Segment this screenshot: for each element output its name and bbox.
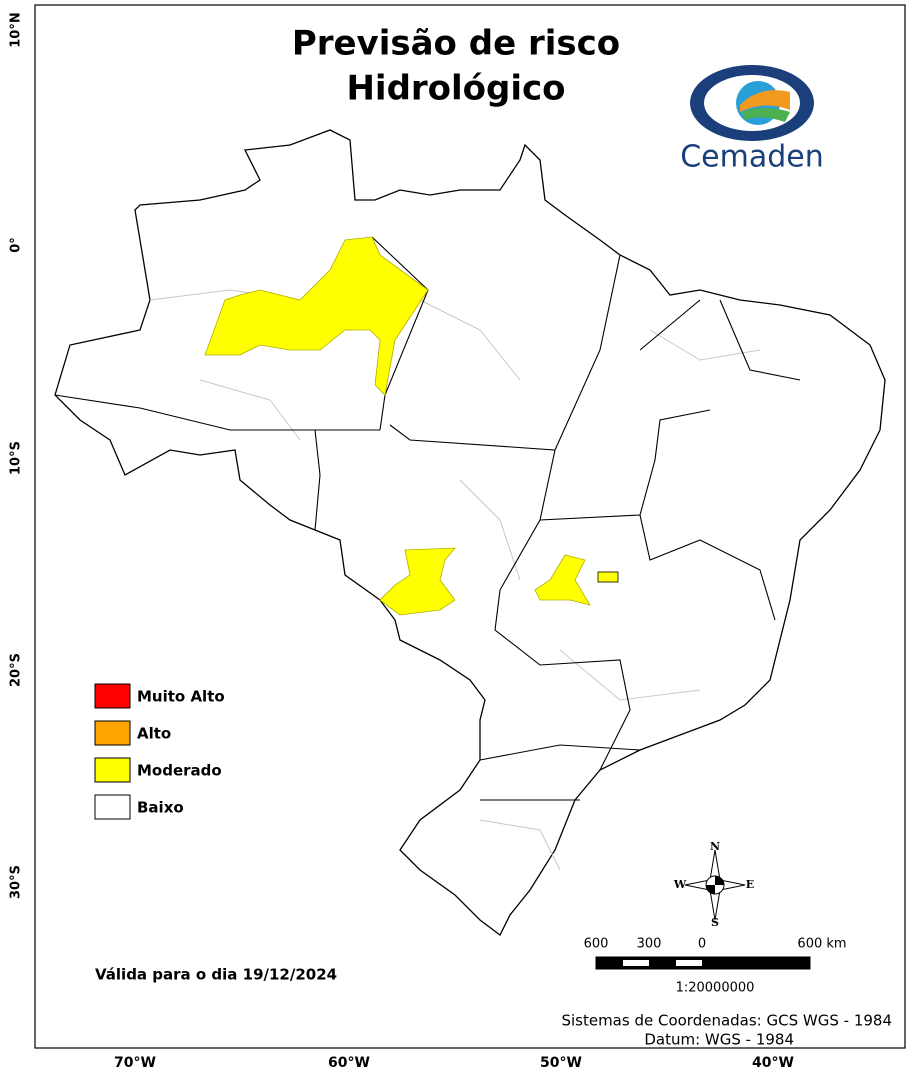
coordinate-system: Sistemas de Coordenadas: GCS WGS - 1984: [561, 1012, 892, 1030]
legend-label: Moderado: [137, 762, 222, 780]
scale-label: 600 km: [797, 937, 846, 952]
legend-swatch: [94, 794, 131, 820]
scale-label: 600: [584, 937, 609, 952]
scale-ratio: 1:20000000: [676, 981, 755, 996]
valid-date: Válida para o dia 19/12/2024: [95, 966, 337, 984]
longitude-label: 70°W: [114, 1055, 156, 1071]
latitude-label: 0°: [9, 237, 24, 253]
compass-w: W: [673, 878, 687, 891]
longitude-label: 40°W: [752, 1055, 794, 1071]
logo: [690, 65, 814, 141]
scale-bar: [595, 956, 811, 970]
legend-label: Baixo: [137, 799, 184, 817]
compass-n: N: [710, 840, 720, 853]
legend-label: Muito Alto: [137, 688, 225, 706]
state-borders: [54, 236, 801, 801]
longitude-label: 50°W: [540, 1055, 582, 1071]
latitude-label: 10°N: [9, 12, 24, 47]
compass: N S E W: [673, 840, 754, 929]
title-line: Hidrológico: [346, 69, 565, 109]
legend-label: Alto: [137, 725, 171, 743]
logo-text: Cemaden: [680, 140, 824, 175]
compass-e: E: [746, 878, 754, 891]
municipal-borders: [149, 289, 761, 871]
latitude-labels: 10°N 0° 10°S 20°S 30°S: [9, 12, 24, 899]
latitude-label: 20°S: [9, 653, 24, 687]
scale-label: 0: [698, 937, 706, 952]
latitude-label: 30°S: [9, 865, 24, 899]
datum: Datum: WGS - 1984: [644, 1031, 794, 1049]
compass-s: S: [711, 916, 719, 929]
scale-label: 300: [637, 937, 662, 952]
title-line: Previsão de risco: [292, 24, 620, 64]
longitude-label: 60°W: [328, 1055, 370, 1071]
legend: Muito Alto Alto Moderado Baixo: [94, 683, 225, 820]
latitude-label: 10°S: [9, 441, 24, 475]
moderate-risk-areas: [204, 236, 619, 616]
scale-labels: 600 300 0 600 km: [584, 937, 847, 952]
legend-swatch: [94, 720, 131, 746]
longitude-labels: 70°W 60°W 50°W 40°W: [114, 1055, 794, 1071]
legend-swatch: [94, 757, 131, 783]
legend-swatch: [94, 683, 131, 709]
